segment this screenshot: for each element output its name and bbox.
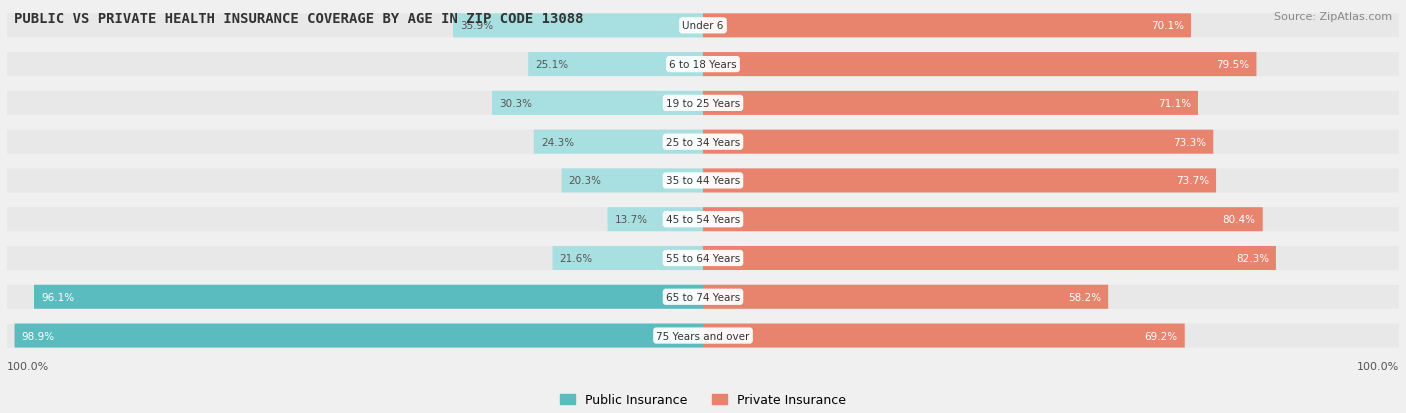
FancyBboxPatch shape	[7, 169, 703, 193]
FancyBboxPatch shape	[703, 324, 1185, 348]
FancyBboxPatch shape	[7, 92, 703, 116]
FancyBboxPatch shape	[529, 53, 703, 77]
Text: 19 to 25 Years: 19 to 25 Years	[666, 99, 740, 109]
FancyBboxPatch shape	[553, 247, 703, 271]
Text: Under 6: Under 6	[682, 21, 724, 31]
Text: 20.3%: 20.3%	[568, 176, 602, 186]
FancyBboxPatch shape	[703, 247, 1275, 271]
Text: 55 to 64 Years: 55 to 64 Years	[666, 253, 740, 263]
Text: Source: ZipAtlas.com: Source: ZipAtlas.com	[1274, 12, 1392, 22]
FancyBboxPatch shape	[7, 14, 703, 38]
Text: 30.3%: 30.3%	[499, 99, 531, 109]
Text: 25 to 34 Years: 25 to 34 Years	[666, 138, 740, 147]
Text: 98.9%: 98.9%	[21, 331, 55, 341]
FancyBboxPatch shape	[7, 208, 703, 232]
Text: 79.5%: 79.5%	[1216, 60, 1250, 70]
FancyBboxPatch shape	[7, 131, 703, 154]
Text: 45 to 54 Years: 45 to 54 Years	[666, 215, 740, 225]
FancyBboxPatch shape	[703, 208, 1399, 232]
Text: 100.0%: 100.0%	[1357, 361, 1399, 371]
FancyBboxPatch shape	[607, 208, 703, 232]
FancyBboxPatch shape	[703, 53, 1399, 77]
FancyBboxPatch shape	[703, 324, 1399, 348]
Text: 75 Years and over: 75 Years and over	[657, 331, 749, 341]
Text: 21.6%: 21.6%	[560, 253, 593, 263]
Text: 13.7%: 13.7%	[614, 215, 648, 225]
Text: PUBLIC VS PRIVATE HEALTH INSURANCE COVERAGE BY AGE IN ZIP CODE 13088: PUBLIC VS PRIVATE HEALTH INSURANCE COVER…	[14, 12, 583, 26]
FancyBboxPatch shape	[703, 92, 1399, 116]
FancyBboxPatch shape	[561, 169, 703, 193]
FancyBboxPatch shape	[7, 285, 703, 309]
Text: 73.7%: 73.7%	[1175, 176, 1209, 186]
Text: 35.9%: 35.9%	[460, 21, 494, 31]
FancyBboxPatch shape	[703, 92, 1198, 116]
Text: 25.1%: 25.1%	[536, 60, 568, 70]
Text: 35 to 44 Years: 35 to 44 Years	[666, 176, 740, 186]
Legend: Public Insurance, Private Insurance: Public Insurance, Private Insurance	[555, 389, 851, 411]
Text: 69.2%: 69.2%	[1144, 331, 1178, 341]
FancyBboxPatch shape	[703, 131, 1399, 154]
Text: 80.4%: 80.4%	[1223, 215, 1256, 225]
FancyBboxPatch shape	[492, 92, 703, 116]
FancyBboxPatch shape	[7, 53, 703, 77]
FancyBboxPatch shape	[14, 324, 703, 348]
FancyBboxPatch shape	[534, 131, 703, 154]
FancyBboxPatch shape	[703, 285, 1108, 309]
FancyBboxPatch shape	[34, 285, 703, 309]
Text: 71.1%: 71.1%	[1157, 99, 1191, 109]
FancyBboxPatch shape	[453, 14, 703, 38]
FancyBboxPatch shape	[703, 14, 1399, 38]
Text: 73.3%: 73.3%	[1173, 138, 1206, 147]
Text: 58.2%: 58.2%	[1069, 292, 1101, 302]
Text: 96.1%: 96.1%	[41, 292, 75, 302]
Text: 6 to 18 Years: 6 to 18 Years	[669, 60, 737, 70]
FancyBboxPatch shape	[703, 247, 1399, 271]
FancyBboxPatch shape	[7, 324, 703, 348]
Text: 82.3%: 82.3%	[1236, 253, 1268, 263]
FancyBboxPatch shape	[703, 208, 1263, 232]
FancyBboxPatch shape	[703, 53, 1257, 77]
FancyBboxPatch shape	[703, 169, 1216, 193]
Text: 100.0%: 100.0%	[7, 361, 49, 371]
Text: 70.1%: 70.1%	[1152, 21, 1184, 31]
Text: 24.3%: 24.3%	[541, 138, 574, 147]
FancyBboxPatch shape	[7, 247, 703, 271]
FancyBboxPatch shape	[703, 285, 1399, 309]
FancyBboxPatch shape	[703, 131, 1213, 154]
FancyBboxPatch shape	[703, 169, 1399, 193]
Text: 65 to 74 Years: 65 to 74 Years	[666, 292, 740, 302]
FancyBboxPatch shape	[703, 14, 1191, 38]
